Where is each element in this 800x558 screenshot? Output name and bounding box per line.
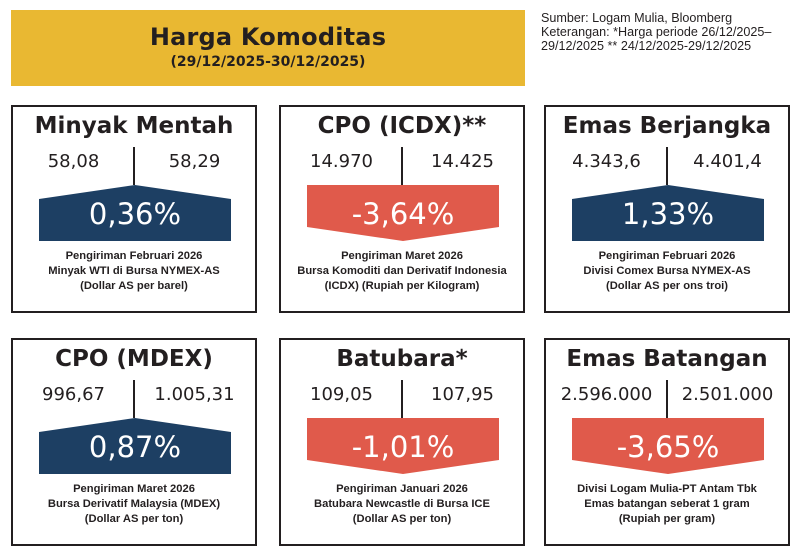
description-line: Pengiriman Februari 2026 <box>598 250 736 262</box>
change-up-arrow-icon <box>572 185 764 241</box>
price-previous: 2.596.000 <box>560 384 653 405</box>
description-line: (Dollar AS per barel) <box>80 280 188 292</box>
price-previous: 4.343,6 <box>572 151 641 172</box>
price-divider <box>666 380 668 418</box>
change-percent: 1,33% <box>621 197 715 231</box>
description-line: (ICDX) (Rupiah per Kilogram) <box>324 280 480 292</box>
title-banner: Harga Komoditas (29/12/2025-30/12/2025) <box>11 10 525 86</box>
commodity-card-cpo-mdex: CPO (MDEX) 996,67 1.005,31 0,87% Pengiri… <box>11 338 257 546</box>
commodity-name: CPO (ICDX)** <box>317 113 487 139</box>
description-line: Pengiriman Maret 2026 <box>73 483 195 495</box>
price-current: 1.005,31 <box>154 384 235 405</box>
description-line: (Dollar AS per ton) <box>352 513 452 525</box>
price-previous: 14.970 <box>310 151 373 172</box>
description-line: Pengiriman Januari 2026 <box>336 483 468 495</box>
description-line: Bursa Komoditi dan Derivatif Indonesia <box>297 265 507 277</box>
description-line: Emas batangan seberat 1 gram <box>584 498 750 510</box>
change-percent: 0,36% <box>88 197 182 231</box>
page-title: Harga Komoditas <box>149 23 387 51</box>
price-current: 14.425 <box>431 151 494 172</box>
source-note-line: Keterangan: *Harga periode 26/12/2025– <box>541 25 772 39</box>
commodity-description: Pengiriman Februari 2026 Divisi Comex Bu… <box>550 249 784 294</box>
source-note: Sumber: Logam Mulia, Bloomberg Keteranga… <box>541 11 791 53</box>
description-line: Pengiriman Februari 2026 <box>65 250 203 262</box>
commodity-card-batubara: Batubara* 109,05 107,95 -1,01% Pengirima… <box>279 338 525 546</box>
price-current: 4.401,4 <box>693 151 762 172</box>
price-current: 107,95 <box>431 384 494 405</box>
description-line: Batubara Newcastle di Bursa ICE <box>314 498 490 510</box>
description-line: Bursa Derivatif Malaysia (MDEX) <box>47 498 221 510</box>
commodity-description: Pengiriman Januari 2026 Batubara Newcast… <box>285 482 519 527</box>
description-line: Divisi Comex Bursa NYMEX-AS <box>583 265 751 277</box>
change-badge: 0,36% <box>39 185 231 241</box>
description-line: (Dollar AS per ons troi) <box>605 280 729 292</box>
commodity-description: Pengiriman Maret 2026 Bursa Komoditi dan… <box>285 249 519 294</box>
change-up-arrow-icon <box>39 418 231 474</box>
source-note-line: Sumber: Logam Mulia, Bloomberg <box>541 11 733 25</box>
change-percent: -3,65% <box>616 430 720 464</box>
commodity-card-emas-berjangka: Emas Berjangka 4.343,6 4.401,4 1,33% Pen… <box>544 105 790 313</box>
commodity-description: Divisi Logam Mulia-PT Antam Tbk Emas bat… <box>550 482 784 527</box>
price-divider <box>133 380 135 418</box>
change-percent: -1,01% <box>351 430 455 464</box>
commodity-card-cpo-icdx: CPO (ICDX)** 14.970 14.425 -3,64% Pengir… <box>279 105 525 313</box>
commodity-name: Batubara* <box>336 346 468 372</box>
description-line: (Rupiah per gram) <box>618 513 716 525</box>
price-current: 58,29 <box>168 151 221 172</box>
commodity-name: Minyak Mentah <box>34 113 234 139</box>
change-percent: -3,64% <box>351 197 455 231</box>
description-line: (Dollar AS per ton) <box>84 513 184 525</box>
change-down-arrow-icon <box>572 418 764 474</box>
price-current: 2.501.000 <box>681 384 774 405</box>
source-note-line: 29/12/2025 ** 24/12/2025-29/12/2025 <box>541 39 752 53</box>
commodity-description: Pengiriman Februari 2026 Minyak WTI di B… <box>17 249 251 294</box>
change-badge: 0,87% <box>39 418 231 474</box>
price-divider <box>401 380 403 418</box>
page-period: (29/12/2025-30/12/2025) <box>170 54 366 70</box>
description-line: Pengiriman Maret 2026 <box>341 250 463 262</box>
description-line: Minyak WTI di Bursa NYMEX-AS <box>48 265 220 277</box>
commodity-card-emas-batangan: Emas Batangan 2.596.000 2.501.000 -3,65%… <box>544 338 790 546</box>
change-down-arrow-icon <box>307 418 499 474</box>
change-badge: -3,65% <box>572 418 764 474</box>
price-previous: 996,67 <box>42 384 105 405</box>
commodity-card-minyak-mentah: Minyak Mentah 58,08 58,29 0,36% Pengirim… <box>11 105 257 313</box>
price-divider <box>133 147 135 185</box>
description-line: Divisi Logam Mulia-PT Antam Tbk <box>577 483 757 495</box>
commodity-name: Emas Berjangka <box>562 113 772 139</box>
commodity-name: Emas Batangan <box>566 346 768 372</box>
change-badge: -3,64% <box>307 185 499 241</box>
change-badge: 1,33% <box>572 185 764 241</box>
commodity-name: CPO (MDEX) <box>55 346 213 372</box>
change-percent: 0,87% <box>88 430 182 464</box>
change-badge: -1,01% <box>307 418 499 474</box>
commodity-description: Pengiriman Maret 2026 Bursa Derivatif Ma… <box>17 482 251 527</box>
change-down-arrow-icon <box>307 185 499 241</box>
price-previous: 109,05 <box>310 384 373 405</box>
change-up-arrow-icon <box>39 185 231 241</box>
price-divider <box>401 147 403 185</box>
price-divider <box>666 147 668 185</box>
price-previous: 58,08 <box>47 151 100 172</box>
